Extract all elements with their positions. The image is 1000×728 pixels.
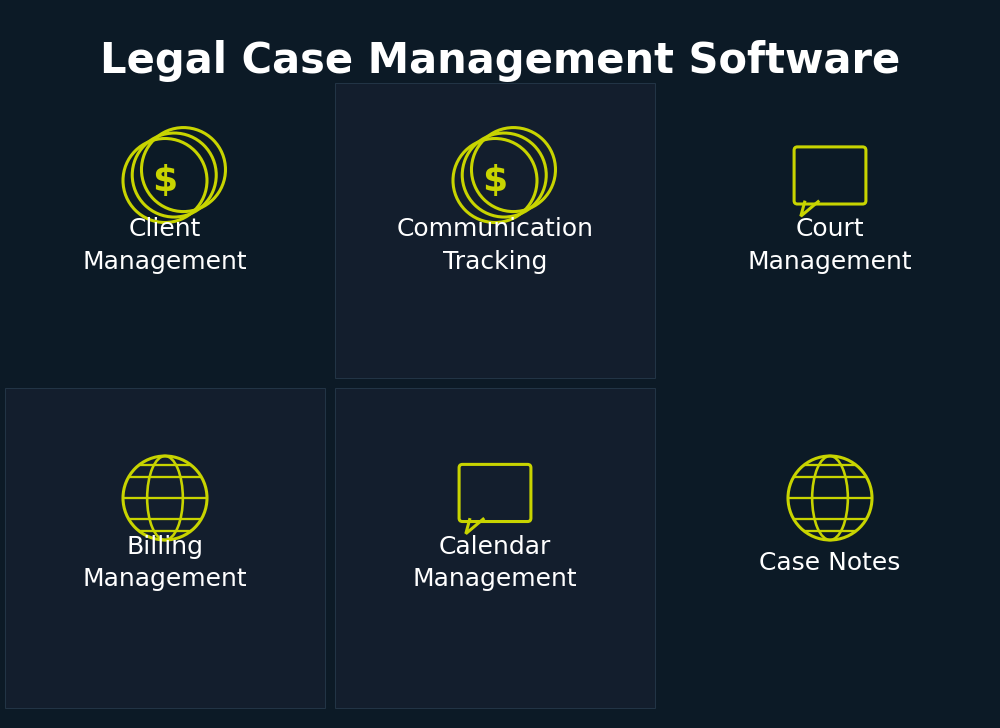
Text: Billing
Management: Billing Management — [83, 535, 247, 591]
Text: Communication
Tracking: Communication Tracking — [396, 217, 594, 274]
Text: $: $ — [482, 164, 508, 197]
Text: Client
Management: Client Management — [83, 217, 247, 274]
Text: Legal Case Management Software: Legal Case Management Software — [100, 40, 900, 82]
Text: Case Notes: Case Notes — [759, 551, 901, 575]
Text: Calendar
Management: Calendar Management — [413, 535, 577, 591]
Text: Court
Management: Court Management — [748, 217, 912, 274]
Text: $: $ — [152, 164, 178, 197]
FancyBboxPatch shape — [335, 388, 655, 708]
FancyBboxPatch shape — [5, 388, 325, 708]
FancyBboxPatch shape — [335, 83, 655, 378]
